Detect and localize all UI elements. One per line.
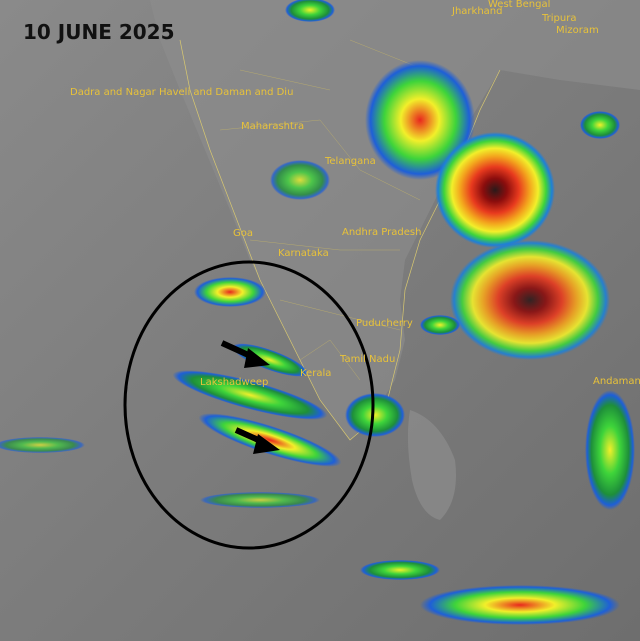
cloud-band [172,370,328,420]
place-label: Mizoram [556,25,599,36]
title: 10 JUNE 2025 [23,20,175,44]
cloud-band [420,585,620,625]
place-label: Telangana [324,156,376,167]
cloud [365,60,475,180]
place-label: Jharkhand [451,6,502,17]
storm-cloud [450,240,610,360]
place-label: Karnataka [278,248,329,259]
cloud-band [198,413,342,467]
cloud [585,390,635,510]
cloud [360,560,440,580]
place-label: Andaman [593,376,640,387]
place-label: West Bengal [488,0,550,10]
cloud [285,0,335,22]
storm-cloud [435,132,555,248]
place-label: Dadra and Nagar Haveli and Daman and Diu [70,87,293,98]
place-label: Puducherry [356,318,413,329]
place-label: Andhra Pradesh [342,227,421,238]
cloud [270,160,330,200]
place-label: Maharashtra [241,121,304,132]
arrow [220,340,270,368]
cloud [194,277,266,307]
place-label: Tripura [541,13,576,24]
state-borders [219,39,451,381]
cloud [200,492,320,508]
arrow [234,427,280,454]
cloud [580,111,620,139]
sri-lanka [407,410,456,520]
place-label: Goa [233,228,253,239]
highlight-circle [123,260,375,550]
place-label: Lakshadweep [200,377,268,388]
cloud [420,315,460,335]
cloud [0,437,85,453]
place-label: Kerala [300,368,331,379]
cloud [345,393,405,437]
place-label: Tamil Nadu [339,354,395,365]
india-land [150,0,640,440]
